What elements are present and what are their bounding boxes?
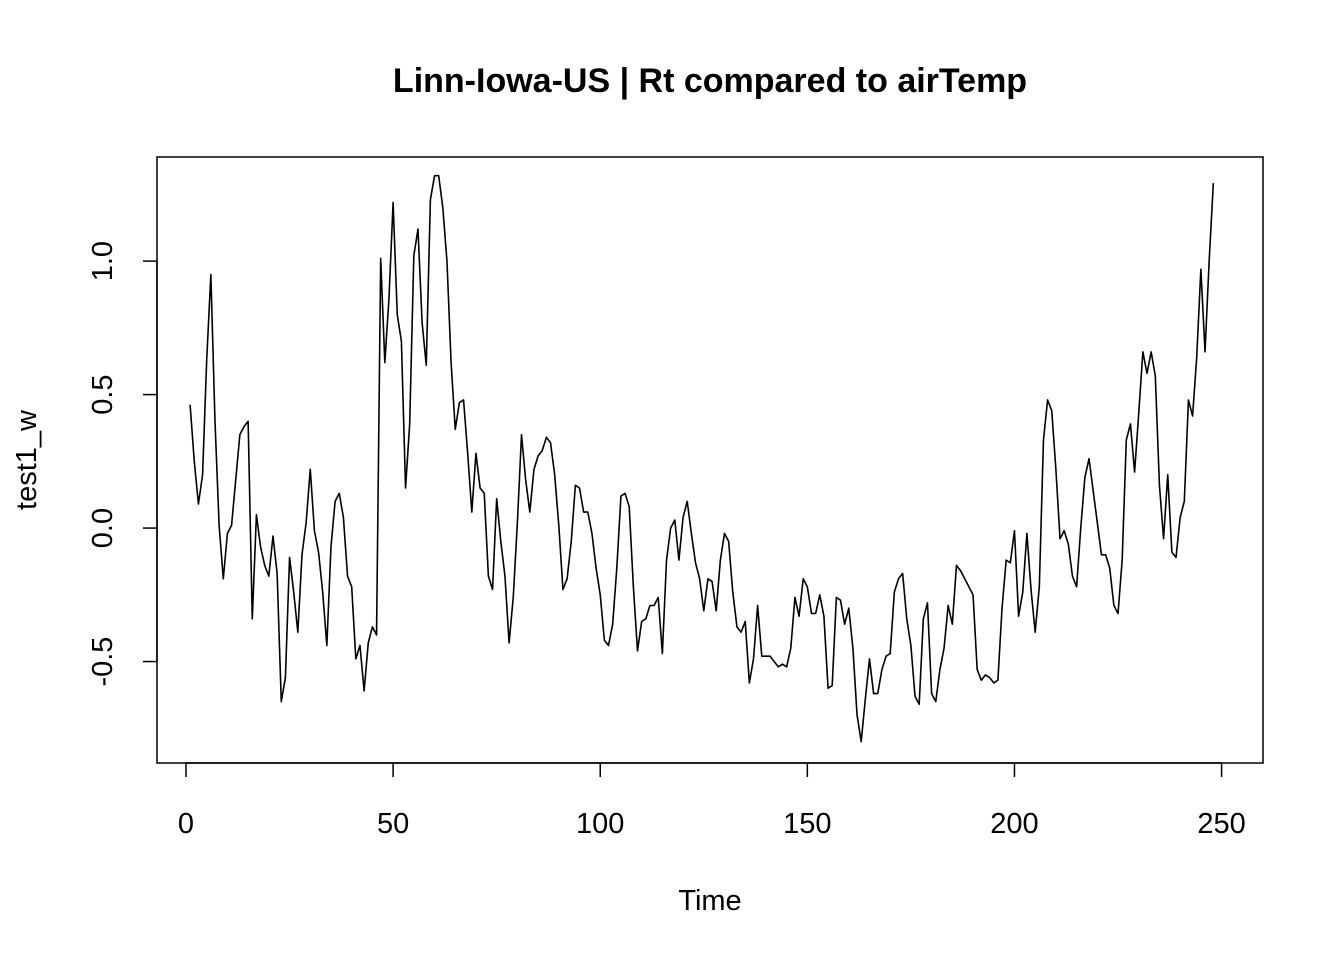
- x-tick-label: 150: [783, 808, 831, 840]
- y-tick-label: 0.5: [87, 374, 119, 414]
- x-axis: 0 50 100 150 200 250: [178, 763, 1246, 840]
- x-tick-label: 250: [1197, 808, 1245, 840]
- y-axis: -0.5 0.0 0.5 1.0: [87, 241, 157, 687]
- x-tick-label: 0: [178, 808, 194, 840]
- y-axis-label: test1_w: [11, 409, 43, 510]
- series-line-test1-w: [190, 176, 1213, 742]
- y-tick-label: -0.5: [87, 637, 119, 687]
- x-tick-label: 50: [377, 808, 409, 840]
- x-axis-label: Time: [678, 885, 741, 917]
- plot-frame: [157, 157, 1263, 763]
- x-tick-label: 100: [576, 808, 624, 840]
- y-tick-label: 0.0: [87, 508, 119, 548]
- y-tick-label: 1.0: [87, 241, 119, 281]
- chart-title: Linn-Iowa-US | Rt compared to airTemp: [393, 62, 1027, 100]
- x-tick-label: 200: [990, 808, 1038, 840]
